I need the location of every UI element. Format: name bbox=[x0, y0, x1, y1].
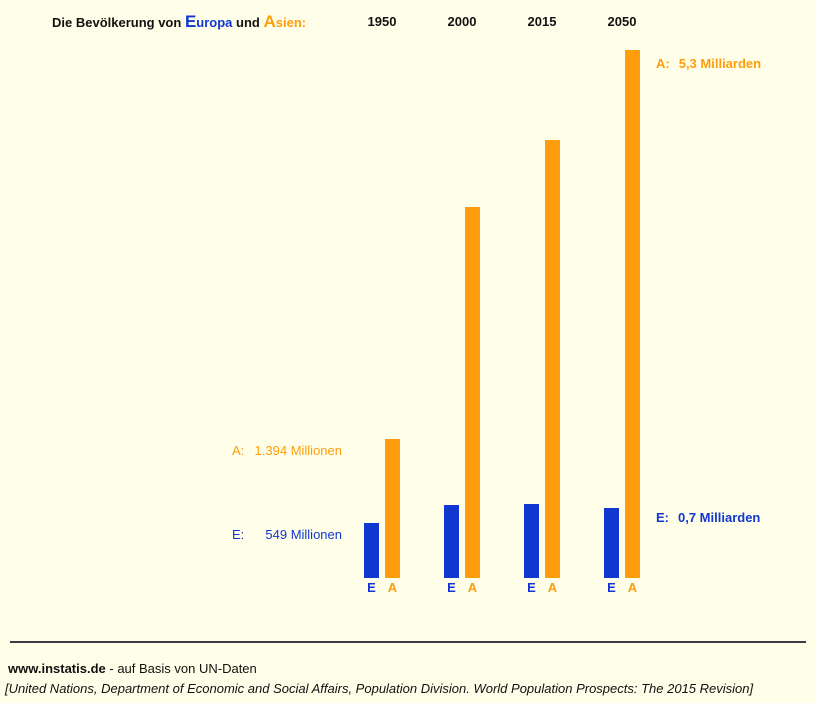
annotation-asia-1950: A: 1.394 Millionen bbox=[232, 443, 342, 458]
year-label-2050: 2050 bbox=[607, 14, 637, 29]
annotation-europe-1950-value: 549 Millionen bbox=[265, 527, 342, 542]
annotation-europe-2050-label: E: bbox=[656, 510, 669, 525]
footer-source-site: www.instatis.de bbox=[8, 661, 106, 676]
annotation-asia-2050-label: A: bbox=[656, 56, 670, 71]
chart-title: Die Bevölkerung von Europa und Asien: bbox=[52, 12, 306, 32]
bar-europa-1950 bbox=[364, 523, 379, 578]
title-europe-rest: uropa bbox=[196, 15, 233, 30]
bar-asien-1950 bbox=[385, 439, 400, 578]
annotation-asia-1950-value: 1.394 Millionen bbox=[254, 443, 342, 458]
bar-letter-europa-2050: E bbox=[607, 580, 616, 595]
bar-letter-europa-2000: E bbox=[447, 580, 456, 595]
title-europe-initial: E bbox=[184, 12, 197, 31]
annotation-asia-2050: A: 5,3 Milliarden bbox=[656, 56, 761, 71]
footer-source-suffix: - auf Basis von UN-Daten bbox=[105, 661, 257, 676]
annotation-europe-1950: E: 549 Millionen bbox=[232, 527, 342, 542]
bar-letter-europa-2015: E bbox=[527, 580, 536, 595]
title-europe: Europa bbox=[184, 12, 233, 31]
footer-source: www.instatis.de - auf Basis von UN-Daten bbox=[8, 661, 257, 676]
annotation-europe-2050-value: 0,7 Milliarden bbox=[678, 510, 761, 525]
bar-letter-asien-2015: A bbox=[547, 580, 558, 595]
title-prefix: Die Bevölkerung von bbox=[52, 15, 182, 30]
title-asia-initial: A bbox=[263, 12, 276, 31]
bar-europa-2050 bbox=[604, 508, 619, 578]
title-asia: Asien: bbox=[263, 12, 307, 31]
footer-citation: [United Nations, Department of Economic … bbox=[5, 681, 754, 696]
annotation-europe-1950-label: E: bbox=[232, 527, 245, 542]
year-label-2015: 2015 bbox=[527, 14, 557, 29]
bar-europa-2000 bbox=[444, 505, 459, 578]
bar-europa-2015 bbox=[524, 504, 539, 578]
title-conjunction: und bbox=[236, 15, 260, 30]
annotation-asia-2050-value: 5,3 Milliarden bbox=[678, 56, 762, 71]
annotation-asia-1950-label: A: bbox=[232, 443, 245, 458]
bar-letter-asien-2050: A bbox=[627, 580, 638, 595]
year-label-2000: 2000 bbox=[447, 14, 477, 29]
bar-asien-2000 bbox=[465, 207, 480, 578]
title-asia-rest: sien: bbox=[275, 15, 307, 30]
bar-asien-2050 bbox=[625, 50, 640, 578]
bar-letter-asien-2000: A bbox=[467, 580, 478, 595]
bar-asien-2015 bbox=[545, 140, 560, 578]
bar-letter-asien-1950: A bbox=[387, 580, 398, 595]
annotation-europe-2050: E: 0,7 Milliarden bbox=[656, 510, 760, 525]
footer-divider bbox=[10, 641, 806, 643]
bar-letter-europa-1950: E bbox=[367, 580, 376, 595]
year-label-1950: 1950 bbox=[367, 14, 397, 29]
